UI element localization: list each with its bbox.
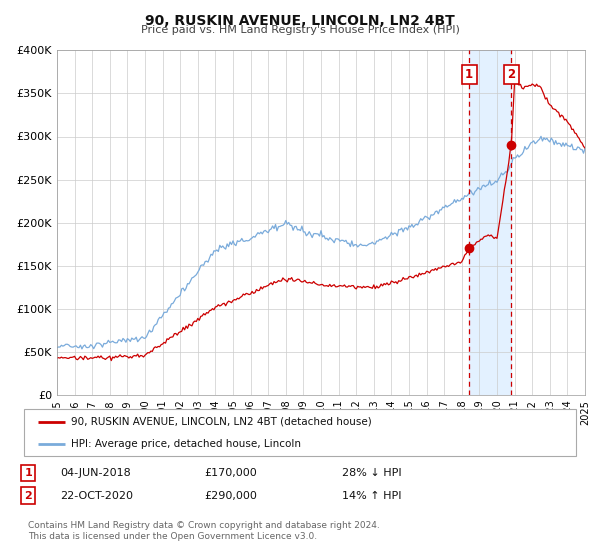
Text: This data is licensed under the Open Government Licence v3.0.: This data is licensed under the Open Gov… [28,532,317,542]
FancyBboxPatch shape [24,409,576,456]
Text: Price paid vs. HM Land Registry's House Price Index (HPI): Price paid vs. HM Land Registry's House … [140,25,460,35]
Bar [469,50,511,395]
Text: £170,000: £170,000 [204,468,257,478]
Text: 04-JUN-2018: 04-JUN-2018 [60,468,131,478]
Text: 90, RUSKIN AVENUE, LINCOLN, LN2 4BT (detached house): 90, RUSKIN AVENUE, LINCOLN, LN2 4BT (det… [71,417,371,427]
Text: 2: 2 [25,491,32,501]
Text: 14% ↑ HPI: 14% ↑ HPI [342,491,401,501]
Text: 22-OCT-2020: 22-OCT-2020 [60,491,133,501]
Text: Contains HM Land Registry data © Crown copyright and database right 2024.: Contains HM Land Registry data © Crown c… [28,521,380,530]
Text: 1: 1 [465,68,473,81]
Text: 2: 2 [507,68,515,81]
Text: £290,000: £290,000 [204,491,257,501]
Text: HPI: Average price, detached house, Lincoln: HPI: Average price, detached house, Linc… [71,438,301,449]
Text: 28% ↓ HPI: 28% ↓ HPI [342,468,401,478]
Text: 1: 1 [25,468,32,478]
Text: 90, RUSKIN AVENUE, LINCOLN, LN2 4BT: 90, RUSKIN AVENUE, LINCOLN, LN2 4BT [145,14,455,28]
